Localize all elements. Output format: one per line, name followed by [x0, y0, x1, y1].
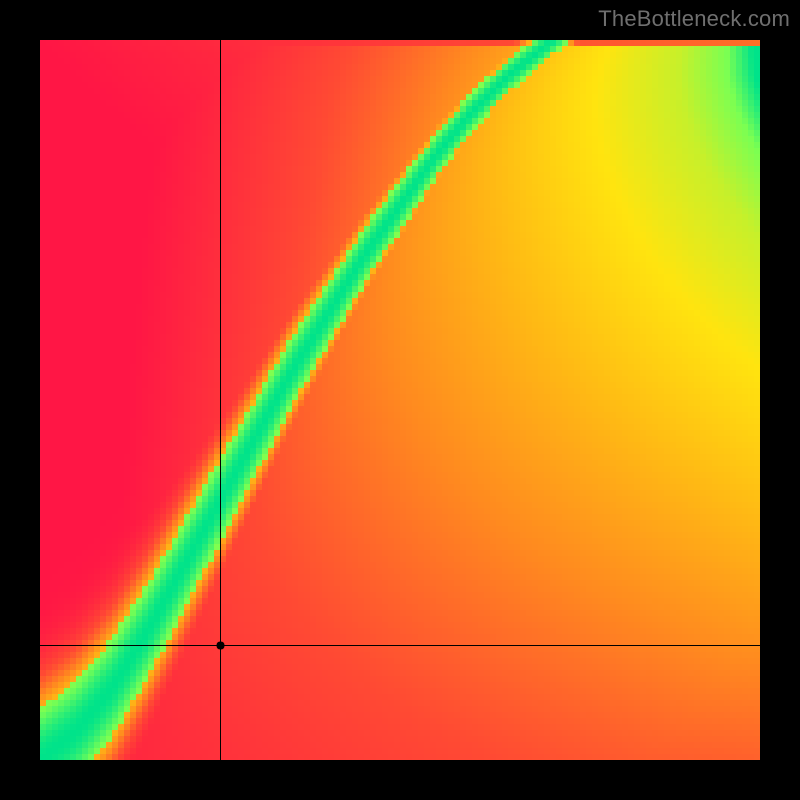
chart-container: TheBottleneck.com	[0, 0, 800, 800]
watermark-text: TheBottleneck.com	[598, 6, 790, 32]
bottleneck-heatmap	[0, 0, 800, 800]
